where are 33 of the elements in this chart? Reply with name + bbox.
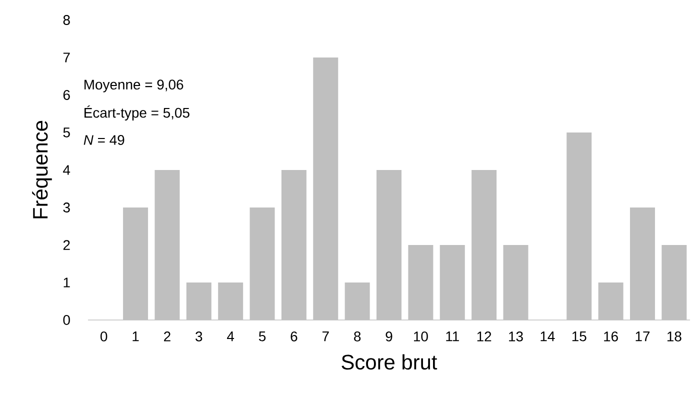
annotation: Écart-type = 5,05 [84,106,190,120]
x-axis-title: Score brut [342,354,438,370]
x-tick-label: 18 [667,332,682,342]
y-tick-label: 1 [64,278,70,288]
x-tick-label: 8 [354,332,361,342]
x-tick-label: 2 [164,332,170,342]
y-tick-label: 7 [63,52,70,62]
x-tick-label: 0 [100,332,108,342]
x-tick-label: 10 [414,332,428,342]
x-tick-label: 14 [540,332,555,342]
x-tick-label: 5 [258,332,266,342]
x-tick-label: 11 [446,332,459,342]
x-tick-label: 1 [132,332,139,342]
y-tick-label: 4 [63,165,70,175]
y-tick-label: 8 [63,15,70,25]
annotation: N = 49 [84,135,124,145]
x-tick-label: 16 [604,332,618,342]
y-tick-label: 2 [63,240,70,250]
x-tick-label: 9 [386,332,392,342]
annotation: Moyenne = 9,06 [84,80,184,92]
x-tick-label: 7 [322,332,329,342]
y-tick-label: 6 [63,90,70,100]
y-axis-title: Fréquence [32,120,52,218]
x-tick-label: 15 [572,332,586,342]
x-tick-label: 3 [196,332,202,342]
x-tick-label: 17 [636,332,650,342]
x-tick-label: 4 [227,332,234,342]
x-tick-label: 12 [477,332,492,342]
x-tick-label: 13 [509,332,523,342]
x-tick-label: 6 [290,332,298,342]
y-tick-label: 5 [63,128,70,138]
y-tick-label: 0 [63,315,70,325]
y-tick-label: 3 [63,202,70,212]
